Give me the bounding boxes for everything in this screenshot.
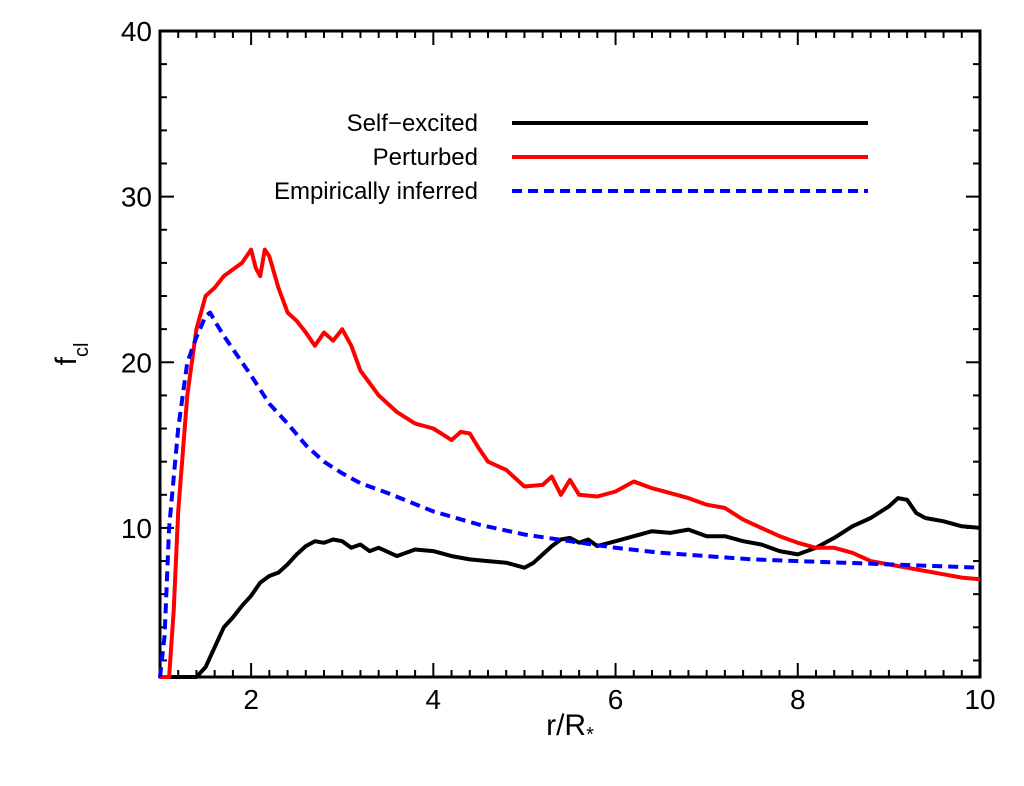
x-tick-label: 10	[964, 684, 995, 715]
x-tick-label: 6	[608, 684, 624, 715]
y-tick-label: 10	[121, 513, 152, 544]
legend: Self−excited Perturbed Empirically infer…	[274, 110, 868, 205]
x-tick-label: 4	[426, 684, 442, 715]
series-line-self-excited	[160, 496, 981, 679]
y-tick-label: 30	[121, 182, 152, 213]
x-axis-label: r/R*	[546, 709, 594, 746]
x-tick-label: 8	[790, 684, 806, 715]
axis-ticks	[159, 30, 981, 677]
y-axis-label: fcl	[50, 343, 93, 366]
y-tick-label: 40	[121, 16, 152, 47]
legend-label-perturbed: Perturbed	[373, 144, 478, 171]
tick-labels: 2 4 6 8 10 10 20 30 40	[121, 16, 996, 715]
x-tick-label: 2	[243, 684, 259, 715]
y-tick-label: 20	[121, 347, 152, 378]
series-line-empirically-inferred	[158, 310, 981, 678]
legend-label-empirically-inferred: Empirically inferred	[274, 178, 478, 205]
series-line-perturbed	[160, 247, 981, 679]
legend-label-self-excited: Self−excited	[347, 110, 478, 137]
plot-frame	[158, 29, 982, 679]
series-layer	[158, 247, 981, 679]
